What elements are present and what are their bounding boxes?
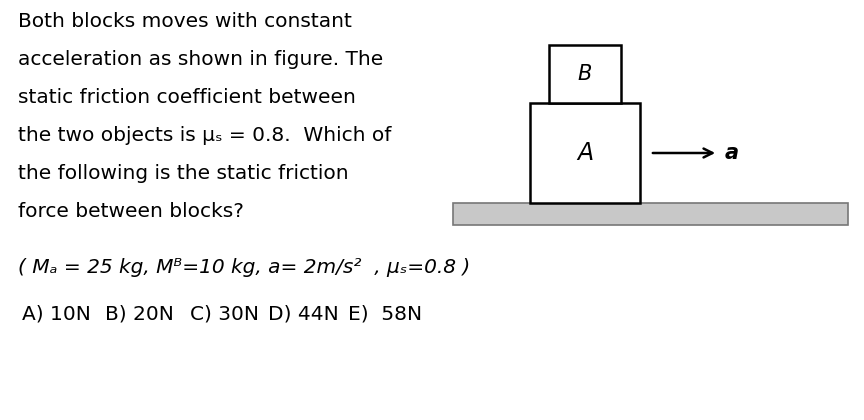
Text: ( Mₐ = 25 kg, Mᴮ=10 kg, a= 2m/s²  , μₛ=0.8 ): ( Mₐ = 25 kg, Mᴮ=10 kg, a= 2m/s² , μₛ=0.… <box>18 258 470 277</box>
Text: B) 20N: B) 20N <box>105 304 174 323</box>
Text: A: A <box>577 141 593 165</box>
Text: Both blocks moves with constant: Both blocks moves with constant <box>18 12 352 31</box>
Bar <box>453 203 848 225</box>
Text: static friction coefficient between: static friction coefficient between <box>18 88 356 107</box>
Text: acceleration as shown in figure. The: acceleration as shown in figure. The <box>18 50 384 69</box>
Bar <box>549 45 621 103</box>
Text: the following is the static friction: the following is the static friction <box>18 164 349 183</box>
Text: a: a <box>725 143 739 163</box>
Text: the two objects is μₛ = 0.8.  Which of: the two objects is μₛ = 0.8. Which of <box>18 126 391 145</box>
Text: E)  58N: E) 58N <box>348 304 422 323</box>
Bar <box>530 103 640 203</box>
Text: force between blocks?: force between blocks? <box>18 202 244 221</box>
Text: A) 10N: A) 10N <box>22 304 91 323</box>
Text: D) 44N: D) 44N <box>268 304 339 323</box>
Text: B: B <box>578 64 592 84</box>
Text: C) 30N: C) 30N <box>190 304 259 323</box>
